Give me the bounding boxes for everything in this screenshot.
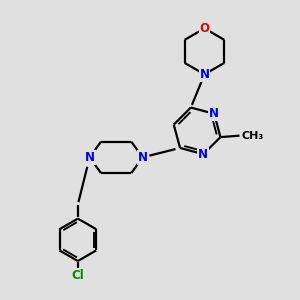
Text: CH₃: CH₃ [242,130,264,141]
Text: N: N [209,107,219,120]
Text: Cl: Cl [71,269,84,282]
Text: N: N [138,151,148,164]
Text: N: N [85,151,94,164]
Text: O: O [200,22,209,35]
Text: N: N [200,68,209,81]
Text: N: N [198,148,208,161]
